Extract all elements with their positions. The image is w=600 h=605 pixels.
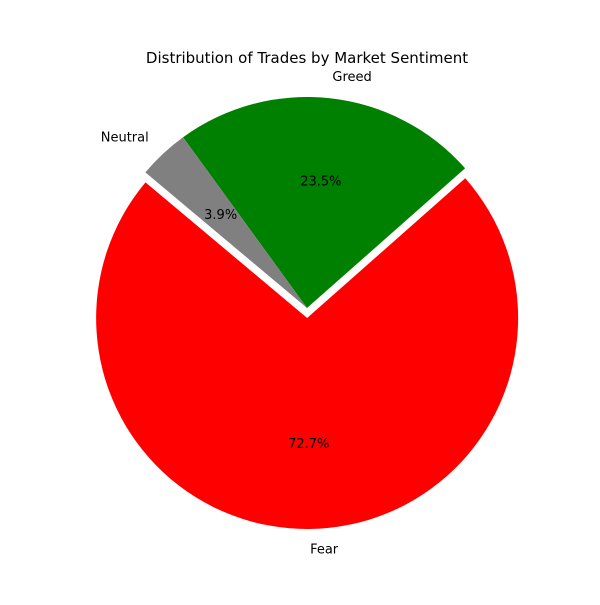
- pie-slices: [96, 97, 519, 529]
- pie-slice-greed: [183, 97, 466, 308]
- slice-percent-neutral: 3.9%: [204, 208, 237, 223]
- pie-labels: Fear 72.7% Greed 23.5% Neutral 3.9%: [101, 70, 372, 558]
- slice-label-fear: Fear: [310, 543, 339, 558]
- slice-label-neutral: Neutral: [101, 131, 149, 146]
- slice-label-greed: Greed: [332, 70, 371, 85]
- pie-slice-neutral: [145, 137, 307, 308]
- slice-percent-fear: 72.7%: [288, 437, 329, 452]
- pie-slice-fear: [96, 178, 519, 529]
- chart-title: Distribution of Trades by Market Sentime…: [146, 49, 468, 67]
- slice-percent-greed: 23.5%: [300, 175, 341, 190]
